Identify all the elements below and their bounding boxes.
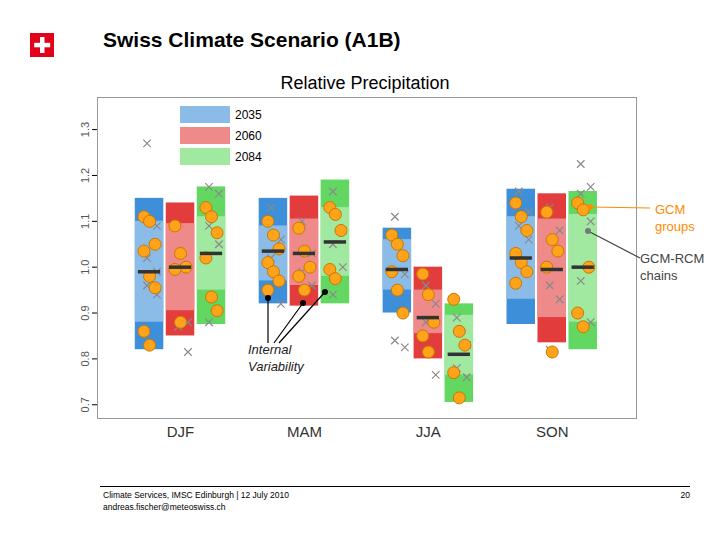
svg-text:GCM-RCMchains: GCM-RCMchains (640, 251, 704, 283)
svg-text:JJA: JJA (416, 423, 441, 440)
html-text:andreas.fischer@meteoswiss.ch: andreas.fischer@meteoswiss.ch (103, 502, 226, 512)
svg-text:GCMgroups: GCMgroups (655, 202, 695, 234)
svg-text:0.9: 0.9 (79, 305, 91, 320)
svg-text:1.2: 1.2 (79, 168, 91, 183)
svg-text:0.8: 0.8 (79, 351, 91, 366)
svg-text:MAM: MAM (287, 423, 322, 440)
svg-text:DJF: DJF (167, 423, 195, 440)
svg-text:SON: SON (536, 423, 569, 440)
svg-text:0.7: 0.7 (79, 397, 91, 412)
html-text:20: 20 (680, 490, 690, 500)
svg-text:1.3: 1.3 (79, 122, 91, 137)
svg-text:InternalVariability: InternalVariability (248, 342, 305, 374)
svg-text:1.0: 1.0 (79, 260, 91, 275)
html-text:Swiss Climate Scenario (A1B): Swiss Climate Scenario (A1B) (103, 28, 401, 51)
html-text:2035: 2035 (235, 107, 262, 122)
html-text:2084: 2084 (235, 149, 262, 164)
html-text:Climate Services, IMSC Edinbur: Climate Services, IMSC Edinburgh | 12 Ju… (103, 490, 289, 500)
html-text:2060: 2060 (235, 128, 262, 143)
svg-text:1.1: 1.1 (79, 214, 91, 229)
html-text:Relative Precipitation: Relative Precipitation (280, 73, 450, 93)
